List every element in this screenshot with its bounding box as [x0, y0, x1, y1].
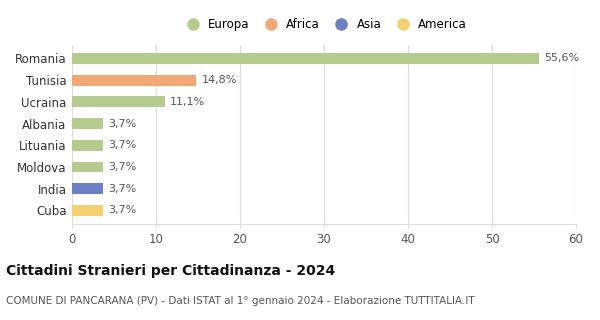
- Bar: [72, 162, 103, 172]
- Bar: [72, 118, 103, 129]
- Text: 3,7%: 3,7%: [108, 162, 136, 172]
- Text: 3,7%: 3,7%: [108, 205, 136, 215]
- Text: Cittadini Stranieri per Cittadinanza - 2024: Cittadini Stranieri per Cittadinanza - 2…: [6, 264, 335, 278]
- Legend: Europa, Africa, Asia, America: Europa, Africa, Asia, America: [181, 19, 467, 31]
- Bar: [72, 140, 103, 151]
- Text: 3,7%: 3,7%: [108, 140, 136, 150]
- Text: COMUNE DI PANCARANA (PV) - Dati ISTAT al 1° gennaio 2024 - Elaborazione TUTTITAL: COMUNE DI PANCARANA (PV) - Dati ISTAT al…: [6, 296, 475, 306]
- Text: 14,8%: 14,8%: [202, 75, 237, 85]
- Text: 3,7%: 3,7%: [108, 184, 136, 194]
- Bar: [72, 53, 539, 64]
- Text: 55,6%: 55,6%: [544, 53, 579, 63]
- Text: 3,7%: 3,7%: [108, 118, 136, 129]
- Bar: [72, 183, 103, 194]
- Text: 11,1%: 11,1%: [170, 97, 205, 107]
- Bar: [72, 205, 103, 216]
- Bar: [72, 75, 196, 85]
- Bar: [72, 96, 165, 107]
